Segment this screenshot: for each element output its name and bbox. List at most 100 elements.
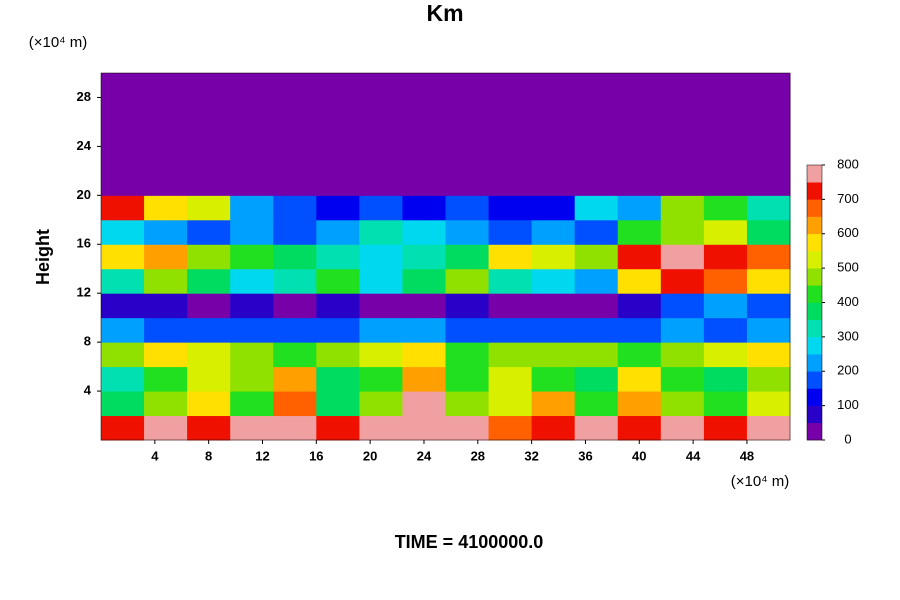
heatmap-cell bbox=[445, 293, 490, 319]
heatmap-cell bbox=[746, 97, 791, 123]
y-tick-label: 24 bbox=[77, 138, 92, 153]
heatmap-cell bbox=[531, 195, 576, 221]
heatmap-cell bbox=[359, 366, 403, 392]
heatmap-cell bbox=[617, 219, 662, 245]
heatmap-cell bbox=[402, 73, 446, 98]
heatmap-cell bbox=[531, 366, 576, 392]
heatmap-cell bbox=[617, 170, 662, 196]
colorbar-band bbox=[807, 336, 822, 355]
heatmap-cell bbox=[101, 195, 145, 221]
colorbar-band bbox=[807, 250, 822, 269]
heatmap-cell bbox=[144, 146, 188, 172]
colorbar-band bbox=[807, 319, 822, 338]
colorbar-band bbox=[807, 388, 822, 406]
heatmap-cell bbox=[230, 121, 274, 147]
heatmap-cell bbox=[187, 97, 231, 123]
heatmap-cell bbox=[144, 219, 188, 245]
heatmap-cell bbox=[316, 73, 360, 98]
colorbar-band bbox=[807, 285, 822, 303]
heatmap-cell bbox=[187, 195, 231, 221]
heatmap-cell bbox=[273, 121, 317, 147]
heatmap-cell bbox=[273, 170, 317, 196]
heatmap-cell bbox=[660, 317, 705, 343]
heatmap-cell bbox=[660, 97, 705, 123]
x-tick-label: 20 bbox=[363, 448, 377, 463]
colorbar-tick-label: 500 bbox=[837, 260, 859, 275]
y-axis-label: Height bbox=[33, 229, 53, 285]
heatmap-cell bbox=[445, 121, 490, 147]
heatmap-cell bbox=[273, 415, 317, 441]
heatmap-cell bbox=[531, 244, 576, 270]
heatmap-cell bbox=[660, 146, 705, 172]
heatmap-cell bbox=[660, 415, 705, 441]
heatmap-cell bbox=[402, 342, 446, 368]
heatmap-cell bbox=[187, 366, 231, 392]
y-tick-label: 28 bbox=[77, 89, 91, 104]
heatmap-cell bbox=[316, 170, 360, 196]
heatmap-cell bbox=[574, 73, 619, 98]
heatmap-cell bbox=[402, 121, 446, 147]
heatmap-cell bbox=[144, 121, 188, 147]
colorbar-band bbox=[807, 268, 822, 286]
footer: TIME = 4100000.0 bbox=[395, 532, 544, 552]
heatmap-cell bbox=[273, 146, 317, 172]
heatmap-cell bbox=[187, 391, 231, 417]
heatmap-cell bbox=[273, 219, 317, 245]
heatmap-cell bbox=[316, 97, 360, 123]
heatmap-cell bbox=[230, 244, 274, 270]
heatmap-cell bbox=[101, 97, 145, 123]
heatmap-cell bbox=[531, 97, 576, 123]
heatmap-cell bbox=[445, 317, 490, 343]
heatmap-cell bbox=[617, 97, 662, 123]
heatmap-cell bbox=[488, 146, 533, 172]
heatmap-cell bbox=[531, 170, 576, 196]
heatmap-cell bbox=[617, 244, 662, 270]
heatmap-cell bbox=[402, 146, 446, 172]
heatmap-cell bbox=[402, 170, 446, 196]
x-tick-label: 28 bbox=[471, 448, 485, 463]
heatmap-cell bbox=[531, 268, 576, 294]
heatmap-cell bbox=[531, 121, 576, 147]
heatmap-cell bbox=[144, 97, 188, 123]
heatmap-cell bbox=[660, 219, 705, 245]
heatmap-cell bbox=[187, 219, 231, 245]
heatmap-cell bbox=[402, 415, 446, 441]
heatmap-cell bbox=[101, 268, 145, 294]
x-tick-label: 16 bbox=[309, 448, 323, 463]
heatmap-cell bbox=[488, 121, 533, 147]
y-tick-label: 8 bbox=[84, 334, 91, 349]
heatmap-cell bbox=[574, 244, 619, 270]
heatmap-cell bbox=[531, 342, 576, 368]
heatmap-cell bbox=[316, 317, 360, 343]
heatmap-cell bbox=[703, 244, 748, 270]
colorbar-tick-label: 800 bbox=[837, 156, 859, 171]
heatmap-cell bbox=[531, 391, 576, 417]
heatmap-cell bbox=[617, 317, 662, 343]
heatmap-cell bbox=[746, 146, 791, 172]
heatmap-cell bbox=[574, 170, 619, 196]
heatmap-cell bbox=[660, 366, 705, 392]
heatmap-cell bbox=[445, 73, 490, 98]
x-tick-label: 24 bbox=[417, 448, 432, 463]
heatmap-cell bbox=[746, 317, 791, 343]
heatmap-cell bbox=[187, 170, 231, 196]
heatmap-cell bbox=[445, 170, 490, 196]
heatmap-cell bbox=[230, 415, 274, 441]
heatmap-cell bbox=[187, 342, 231, 368]
heatmap-cell bbox=[531, 293, 576, 319]
heatmap-cell bbox=[402, 268, 446, 294]
heatmap-cell bbox=[660, 342, 705, 368]
heatmap-cell bbox=[660, 73, 705, 98]
heatmap-cell bbox=[230, 293, 274, 319]
heatmap-cell bbox=[230, 366, 274, 392]
heatmap-cell bbox=[703, 366, 748, 392]
heatmap-cell bbox=[273, 268, 317, 294]
heatmap-cell bbox=[101, 415, 145, 441]
heatmap-cell bbox=[488, 97, 533, 123]
colorbar-band bbox=[807, 422, 822, 441]
heatmap-cell bbox=[273, 391, 317, 417]
heatmap-cell bbox=[617, 293, 662, 319]
heatmap-cell bbox=[445, 219, 490, 245]
heatmap-cell bbox=[187, 73, 231, 98]
heatmap-cell bbox=[316, 195, 360, 221]
